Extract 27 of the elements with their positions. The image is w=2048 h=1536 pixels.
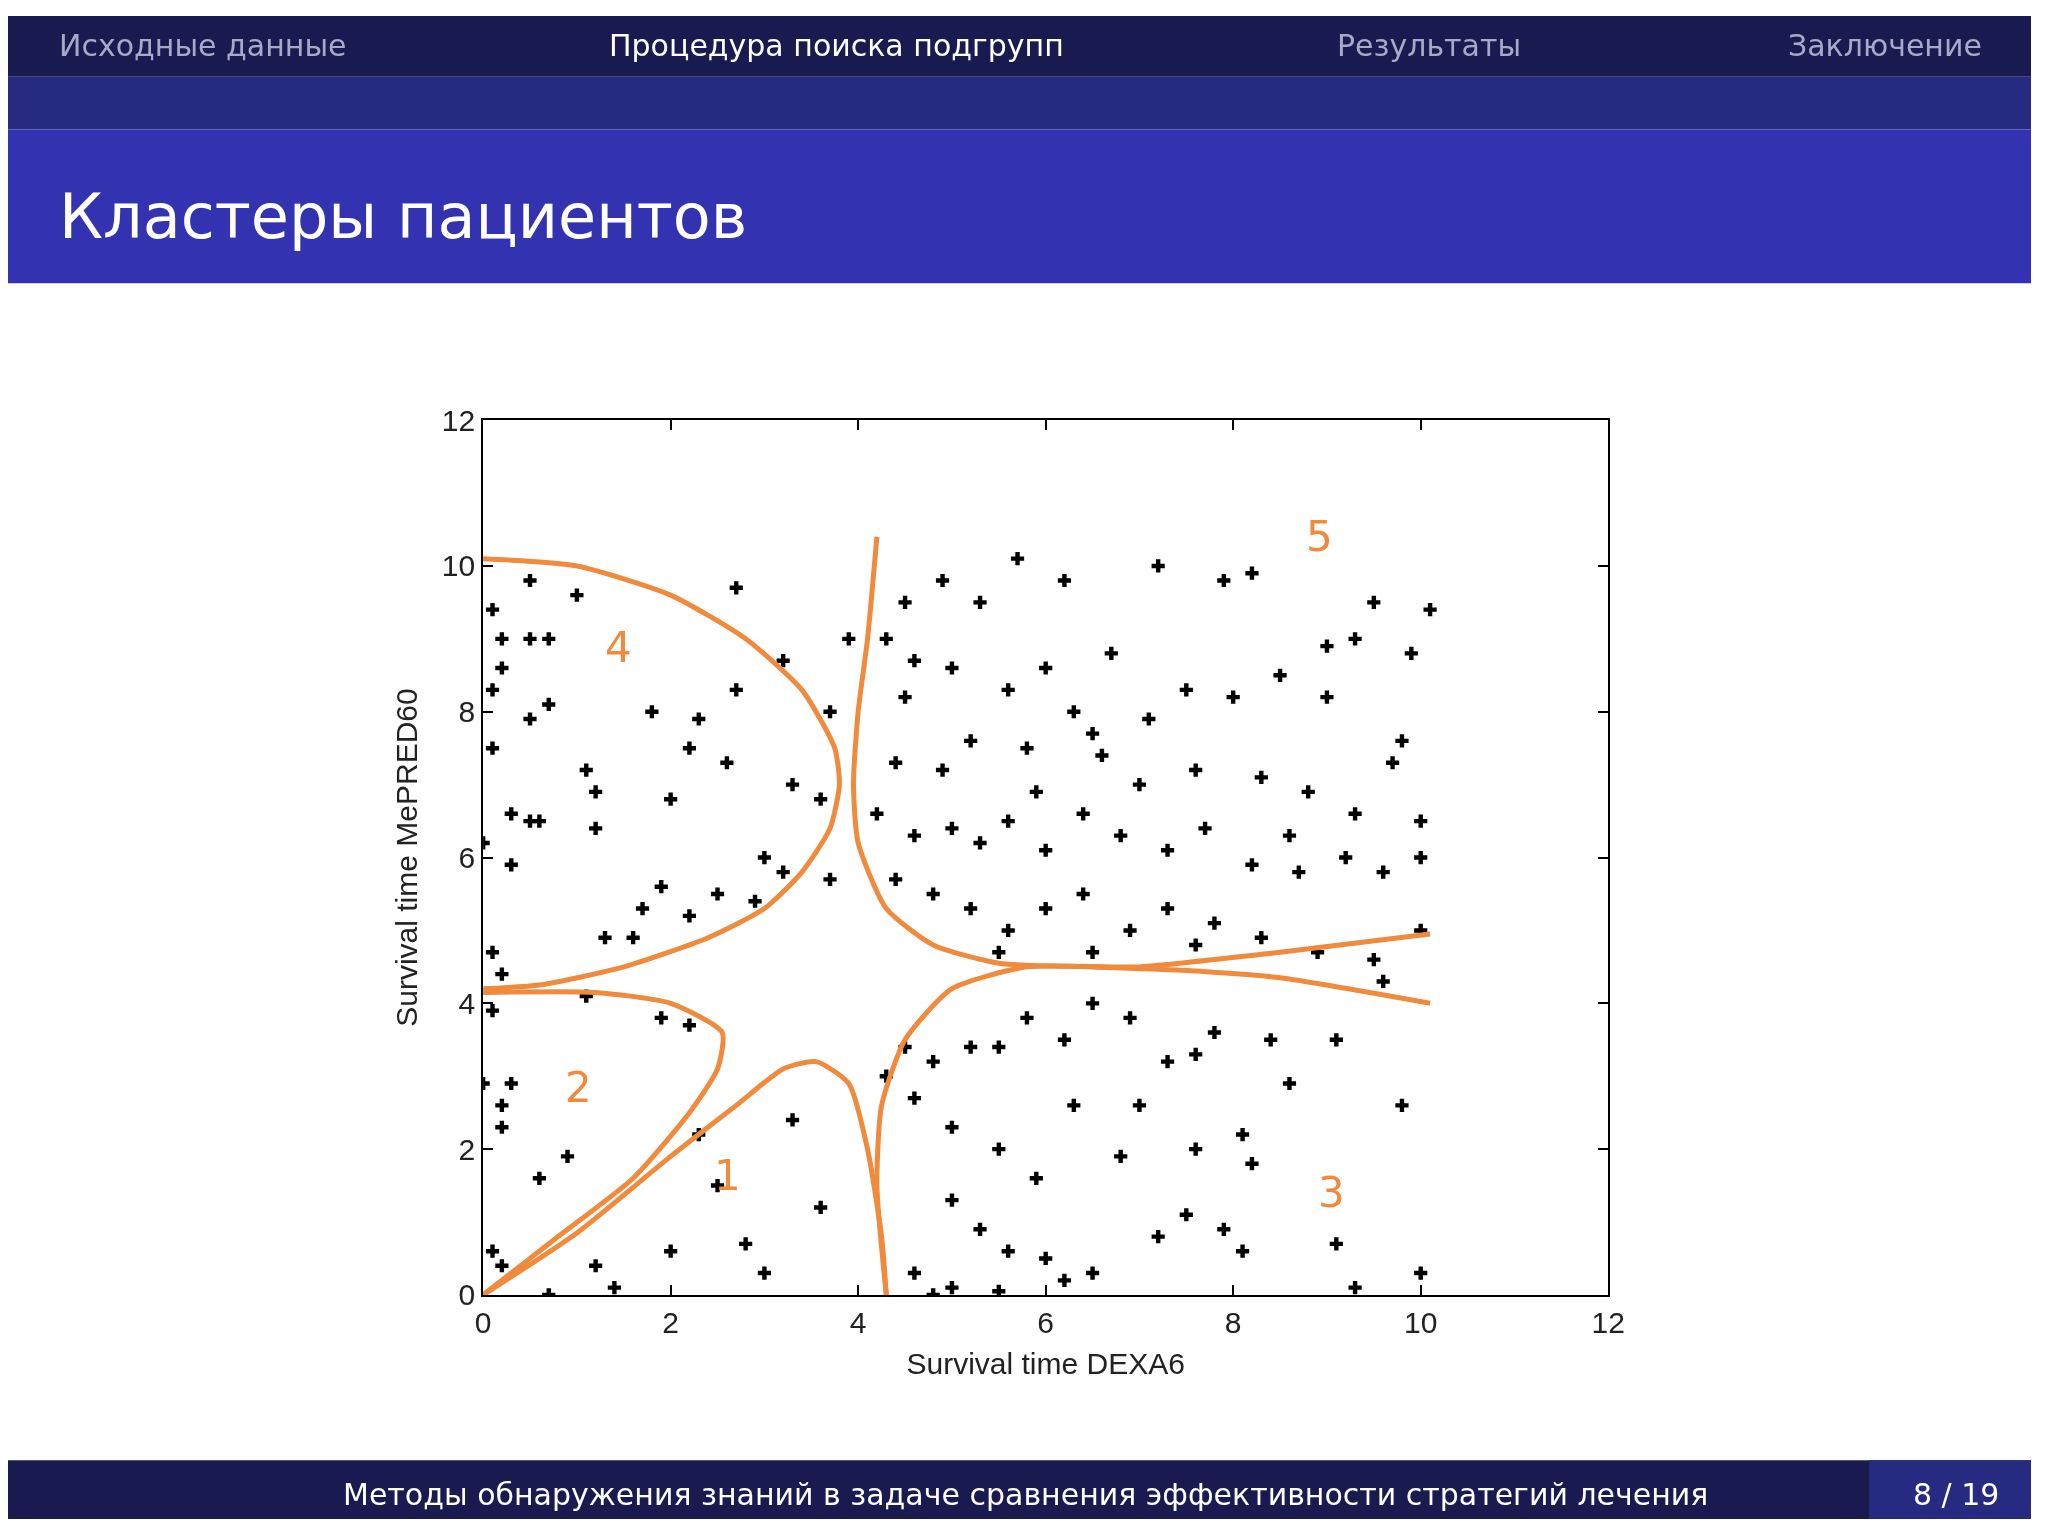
- annotation: 3: [1318, 1168, 1345, 1217]
- annotation: 5: [1306, 512, 1333, 561]
- x-tick-label: 2: [662, 1305, 679, 1339]
- x-tick-label: 10: [1404, 1305, 1438, 1339]
- chart-title: Кластеры пациентов: [59, 180, 748, 253]
- y-tick-label: 4: [458, 986, 476, 1020]
- y-tick-label: 2: [458, 1132, 476, 1166]
- y-axis-title: Survival time MePRED60: [390, 688, 424, 1027]
- x-tick-label: 6: [1037, 1305, 1055, 1339]
- x-tick-label: 8: [1224, 1305, 1242, 1339]
- y-tick-label: 8: [458, 695, 476, 729]
- annotation: 1: [714, 1151, 741, 1200]
- text: 8 / 19: [1913, 1477, 2000, 1512]
- x-tick-label: 4: [849, 1305, 867, 1339]
- y-tick-label: 0: [458, 1278, 476, 1312]
- x-tick-label: 12: [1591, 1305, 1625, 1339]
- text: Исходные данные: [59, 28, 347, 63]
- text: Методы обнаружения знаний в задаче сравнения эффективности стратегий лечения: [343, 1477, 1709, 1512]
- text: Процедура поиска подгрупп: [609, 28, 1064, 63]
- y-tick-label: 10: [441, 549, 476, 583]
- text: Результаты: [1337, 28, 1522, 63]
- annotation: 2: [565, 1063, 592, 1112]
- y-tick-label: 6: [458, 841, 476, 875]
- x-axis-title: Survival time DEXA6: [906, 1346, 1185, 1380]
- annotation: 4: [605, 623, 632, 672]
- text: Заключение: [1788, 28, 1982, 63]
- y-tick-label: 12: [441, 403, 476, 437]
